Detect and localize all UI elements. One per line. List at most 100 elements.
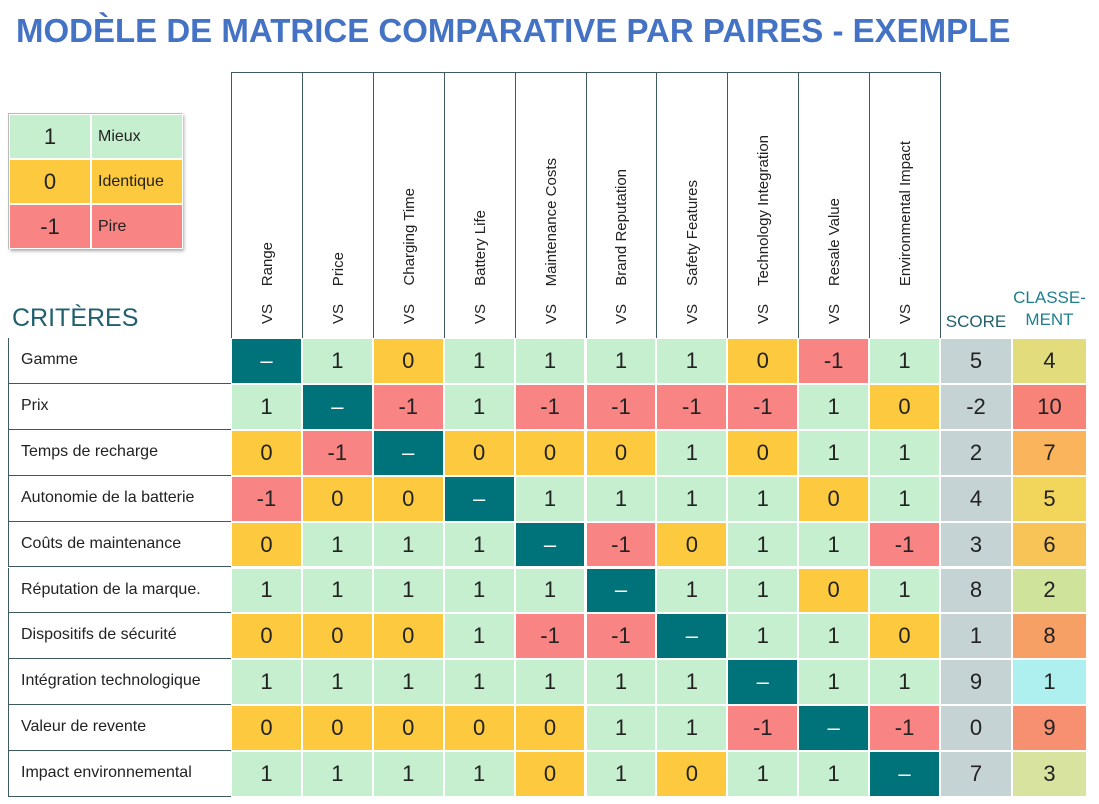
matrix-cell: 0 [372, 475, 444, 522]
legend: 1 Mieux 0 Identique -1 Pire [8, 113, 183, 249]
matrix-cell: – [727, 659, 799, 706]
matrix-cell: 1 [443, 338, 515, 384]
title: MODÈLE DE MATRICE COMPARATIVE PAR PAIRES… [16, 12, 1011, 49]
matrix-cell: 0 [798, 567, 870, 614]
matrix-cell: 1 [372, 521, 444, 568]
rank-cell: 1 [1012, 659, 1087, 706]
column-name: Charging Time [400, 188, 418, 286]
matrix-cell: 1 [869, 659, 940, 706]
column-header: Brand Reputation VS [585, 72, 658, 338]
column-name: Environmental Impact [896, 140, 914, 286]
column-name: Resale Value [826, 197, 844, 286]
matrix-cell: – [372, 429, 444, 476]
column-header: Battery Life VS [443, 72, 516, 338]
rank-cell: 6 [1012, 521, 1087, 568]
rank-cell: 9 [1012, 705, 1087, 752]
matrix-cell: 1 [443, 567, 515, 614]
legend-label: Mieux [91, 114, 183, 159]
row-label: Dispositifs de sécurité [8, 613, 231, 660]
matrix-cell: 1 [301, 659, 373, 706]
column-header: Price VS [301, 72, 374, 338]
matrix-cell: 1 [514, 475, 586, 522]
legend-value: 0 [9, 159, 91, 204]
matrix-cell: 1 [514, 567, 586, 614]
column-name: Technology Integration [755, 135, 773, 286]
matrix-cell: -1 [514, 383, 586, 430]
row-label: Impact environnemental [8, 751, 231, 797]
matrix-cell: – [231, 338, 302, 384]
rank-cell: 10 [1012, 383, 1087, 430]
vs-label: VS [896, 303, 914, 324]
matrix-cell: -1 [372, 383, 444, 430]
matrix-cell: 0 [798, 475, 870, 522]
row-label: Autonomie de la batterie [8, 475, 231, 522]
matrix-cell: 1 [585, 659, 657, 706]
column-name: Safety Features [684, 180, 702, 286]
matrix-cell: 0 [301, 613, 373, 660]
matrix-cell: 1 [869, 567, 940, 614]
matrix-cell: 1 [231, 383, 302, 430]
matrix-cell: 0 [231, 613, 302, 660]
matrix-cell: 0 [443, 705, 515, 752]
matrix-cell: 1 [301, 751, 373, 797]
matrix-cell: 1 [656, 567, 728, 614]
score-cell: 3 [940, 521, 1012, 568]
vs-label: VS [329, 303, 347, 324]
matrix-cell: 0 [231, 429, 302, 476]
column-name: Maintenance Costs [542, 157, 560, 286]
rank-cell: 7 [1012, 429, 1087, 476]
matrix-cell: – [301, 383, 373, 430]
matrix-cell: 0 [372, 338, 444, 384]
matrix-cell: 0 [585, 429, 657, 476]
score-cell: 2 [940, 429, 1012, 476]
matrix-cell: -1 [869, 521, 940, 568]
matrix-cell: 1 [656, 705, 728, 752]
matrix-cell: – [869, 751, 940, 797]
vs-label: VS [613, 303, 631, 324]
matrix-cell: – [443, 475, 515, 522]
matrix-cell: 1 [727, 751, 799, 797]
matrix-cell: 1 [727, 567, 799, 614]
matrix-cell: 1 [514, 338, 586, 384]
matrix-cell: 0 [443, 429, 515, 476]
matrix-cell: 1 [656, 338, 728, 384]
matrix-cell: 1 [585, 338, 657, 384]
matrix-cell: 1 [585, 705, 657, 752]
matrix-cell: 0 [869, 613, 940, 660]
matrix-cell: 0 [869, 383, 940, 430]
matrix-cell: 1 [798, 521, 870, 568]
column-name: Range [258, 241, 276, 286]
matrix-cell: -1 [798, 338, 870, 384]
matrix-cell: -1 [869, 705, 940, 752]
score-cell: -2 [940, 383, 1012, 430]
vs-label: VS [755, 303, 773, 324]
matrix-cell: 1 [727, 613, 799, 660]
row-label: Prix [8, 383, 231, 430]
legend-value: -1 [9, 204, 91, 249]
matrix-cell: 1 [301, 567, 373, 614]
column-header: Charging Time VS [372, 72, 445, 338]
matrix-cell: 1 [443, 613, 515, 660]
score-cell: 9 [940, 659, 1012, 706]
matrix-cell: 1 [656, 429, 728, 476]
matrix-cell: 1 [869, 338, 940, 384]
matrix-cell: 1 [656, 475, 728, 522]
matrix-cell: 0 [301, 705, 373, 752]
matrix-cell: 0 [231, 705, 302, 752]
score-cell: 1 [940, 613, 1012, 660]
matrix-cell: 1 [443, 659, 515, 706]
score-cell: 8 [940, 567, 1012, 614]
matrix-cell: 1 [727, 475, 799, 522]
matrix-cell: 1 [656, 659, 728, 706]
matrix-cell: 1 [585, 475, 657, 522]
column-name: Price [329, 251, 347, 286]
column-header: Environmental Impact VS [869, 72, 941, 338]
matrix-cell: 0 [727, 429, 799, 476]
matrix-cell: 0 [514, 751, 586, 797]
matrix-cell: 0 [656, 521, 728, 568]
column-header: Resale Value VS [798, 72, 871, 338]
matrix-cell: -1 [585, 383, 657, 430]
matrix-cell: 1 [869, 429, 940, 476]
row-label: Réputation de la marque. [8, 567, 231, 614]
matrix-cell: 1 [798, 383, 870, 430]
